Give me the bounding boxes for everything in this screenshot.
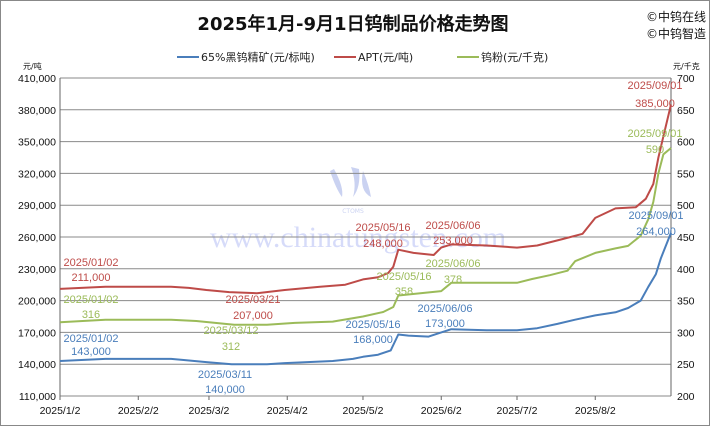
annotation-date: 2025/01/02 xyxy=(63,294,118,306)
data-annotation: 2025/05/16 358 xyxy=(376,271,431,298)
y-left-tick-label: 410,000 xyxy=(18,73,56,85)
x-tick-label: 2025/3/2 xyxy=(189,405,230,417)
right-axis-unit: 元/千克 xyxy=(673,61,700,71)
y-right-tick-label: 550 xyxy=(677,168,695,180)
annotation-date: 2025/06/06 xyxy=(417,303,472,315)
annotation-date: 2025/09/01 xyxy=(627,80,682,92)
annotation-value: 385,000 xyxy=(635,98,675,110)
annotation-value: 253,000 xyxy=(433,235,473,247)
annotation-value: 207,000 xyxy=(233,310,273,322)
y-left-tick-label: 140,000 xyxy=(18,359,56,371)
y-right-tick-label: 400 xyxy=(677,264,695,276)
annotation-date: 2025/03/11 xyxy=(198,369,252,381)
data-annotation: 2025/09/01 264,000 xyxy=(628,210,683,238)
annotation-date: 2025/06/06 xyxy=(425,258,480,270)
data-annotation: 2025/06/06 378 xyxy=(425,258,480,286)
data-annotation: 2025/01/02 211,000 xyxy=(63,257,118,284)
series-line-0 xyxy=(59,232,672,366)
chart-title: 2025年1月-9月1日钨制品价格走势图 xyxy=(197,13,508,35)
annotation-date: 2025/06/06 xyxy=(425,220,480,232)
x-tick-label: 2025/7/2 xyxy=(497,405,538,417)
annotation-value: 168,000 xyxy=(353,334,393,346)
y-right-tick-label: 300 xyxy=(677,327,695,339)
y-right-tick-label: 650 xyxy=(677,105,695,117)
y-left-tick-label: 110,000 xyxy=(19,391,56,403)
annotation-value: 143,000 xyxy=(71,346,111,358)
annotation-value: 173,000 xyxy=(425,318,465,330)
annotation-value: 358 xyxy=(395,286,413,298)
annotation-value: 140,000 xyxy=(205,384,245,396)
y-left-tick-label: 380,000 xyxy=(18,105,56,117)
y-left-tick-label: 200,000 xyxy=(18,296,56,308)
data-annotation: 2025/06/06 253,000 xyxy=(425,220,480,247)
series-line-2 xyxy=(59,147,672,326)
annotation-date: 2025/03/21 xyxy=(225,294,280,306)
y-right-tick-label: 350 xyxy=(677,296,695,308)
data-annotation: 2025/01/02 316 xyxy=(63,294,118,321)
legend-entry: APT(元/吨) xyxy=(358,51,413,64)
x-tick-label: 2025/8/2 xyxy=(575,405,616,417)
x-tick-label: 2025/1/2 xyxy=(40,405,81,417)
x-tick-label: 2025/6/2 xyxy=(421,405,462,417)
data-annotation: 2025/06/06 173,000 xyxy=(417,303,472,330)
annotation-value: 312 xyxy=(222,341,240,353)
data-annotation: 2025/09/01 385,000 xyxy=(627,80,682,110)
annotation-date: 2025/09/01 xyxy=(627,128,682,140)
left-axis-unit: 元/吨 xyxy=(23,61,42,71)
annotation-date: 2025/05/16 xyxy=(355,222,410,234)
y-left-tick-label: 320,000 xyxy=(18,168,56,180)
annotation-value: 316 xyxy=(82,309,100,321)
annotation-date: 2025/05/16 xyxy=(376,271,431,283)
y-right-tick-label: 450 xyxy=(677,232,695,244)
watermark-logo-icon xyxy=(330,167,371,197)
data-annotation: 2025/05/16 168,000 xyxy=(345,319,400,346)
annotation-value: 248,000 xyxy=(363,238,403,250)
annotation-date: 2025/05/16 xyxy=(345,319,400,331)
y-left-tick-label: 350,000 xyxy=(18,137,56,149)
data-annotation: 2025/05/16 248,000 xyxy=(355,222,410,250)
annotation-date: 2025/03/12 xyxy=(203,325,258,337)
y-left-tick-label: 230,000 xyxy=(18,264,56,276)
legend: 65%黑钨精矿(元/标吨) APT(元/吨) 钨粉(元/千克) xyxy=(177,50,548,64)
data-annotation: 2025/09/01 590 xyxy=(627,128,682,156)
watermark-logo-text: CTOMS xyxy=(342,208,364,215)
y-right-tick-label: 200 xyxy=(677,391,695,403)
y-right-tick-label: 700 xyxy=(677,73,695,85)
legend-entry: 65%黑钨精矿(元/标吨) xyxy=(201,50,315,64)
data-annotation: 2025/03/11 140,000 xyxy=(198,369,252,396)
annotation-date: 2025/01/02 xyxy=(63,333,118,345)
legend-entry: 钨粉(元/千克) xyxy=(481,51,548,64)
annotation-value: 211,000 xyxy=(72,272,111,284)
copyright-2: ©中钨智造 xyxy=(646,26,706,41)
y-right-tick-label: 500 xyxy=(677,200,695,212)
series-line-1 xyxy=(59,104,672,295)
y-left-tick-label: 260,000 xyxy=(18,232,56,244)
y-left-tick-label: 170,000 xyxy=(18,327,56,339)
data-annotation: 2025/03/12 312 xyxy=(203,325,258,353)
y-left-tick-label: 290,000 xyxy=(18,200,56,212)
annotation-value: 590 xyxy=(646,144,664,156)
annotation-date: 2025/01/02 xyxy=(63,257,118,269)
annotation-value: 264,000 xyxy=(636,226,676,238)
x-tick-label: 2025/5/2 xyxy=(343,405,384,417)
x-tick-label: 2025/2/2 xyxy=(118,405,159,417)
x-tick-label: 2025/4/2 xyxy=(267,405,308,417)
annotation-date: 2025/09/01 xyxy=(628,210,683,222)
y-right-tick-label: 600 xyxy=(677,137,695,149)
y-right-tick-label: 250 xyxy=(677,359,695,371)
copyright-1: ©中钨在线 xyxy=(646,9,706,24)
annotation-value: 378 xyxy=(444,274,462,286)
data-annotation: 2025/03/21 207,000 xyxy=(225,294,280,322)
